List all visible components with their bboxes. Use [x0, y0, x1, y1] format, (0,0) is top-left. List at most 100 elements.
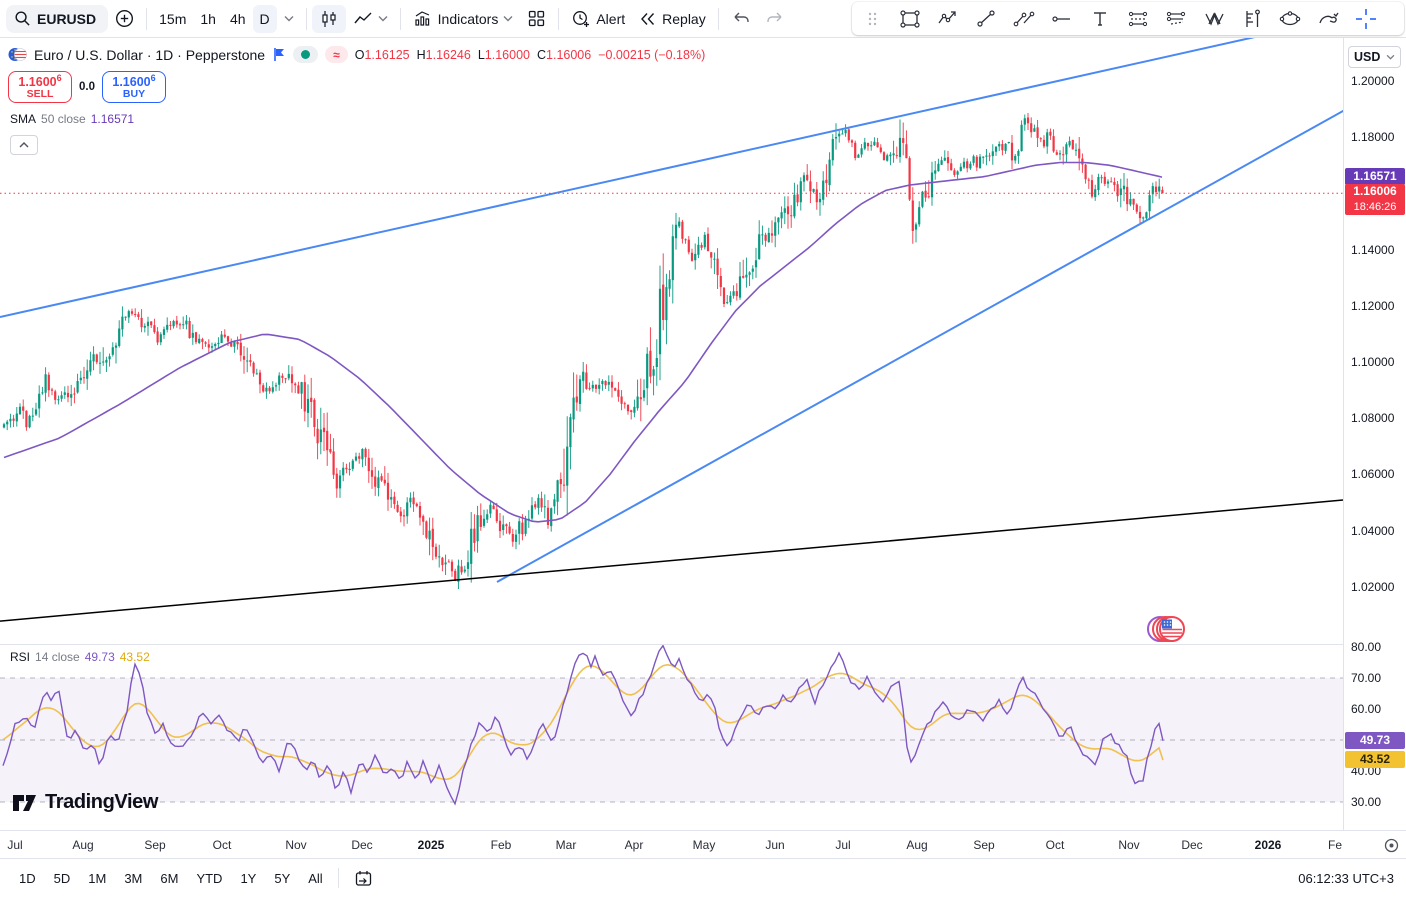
- toolbar-separator: [305, 7, 307, 30]
- goto-date-button[interactable]: [347, 866, 380, 891]
- compare-add-button[interactable]: [108, 5, 141, 33]
- chart-style-candles-button[interactable]: [311, 4, 346, 33]
- change-value: −0.00215 (−0.18%): [598, 47, 706, 62]
- search-icon: [15, 11, 30, 26]
- range-button-3m[interactable]: 3M: [124, 870, 143, 886]
- line-tools-style-button[interactable]: [346, 5, 395, 33]
- tool-brush[interactable]: [1312, 5, 1344, 33]
- time-tick: Fe: [1327, 838, 1343, 852]
- timeframe-menu-button[interactable]: [277, 5, 301, 33]
- symbol-title[interactable]: Euro / U.S. Dollar · 1D · Pepperstone: [34, 46, 266, 63]
- tool-crosshair[interactable]: [1350, 5, 1382, 33]
- rsi-value-badge: 49.73: [1345, 731, 1405, 749]
- time-tick: Jul: [835, 838, 851, 852]
- high-value: 1.16246: [425, 47, 471, 62]
- ohlc-values: O1.16125 H1.16246 L1.16000 C1.16006 −0.0…: [354, 47, 706, 62]
- pane-separator[interactable]: [0, 644, 1406, 645]
- time-tick: Nov: [285, 838, 307, 852]
- sell-button[interactable]: 1.16006 SELL: [8, 71, 72, 103]
- tool-fib-channel[interactable]: [1160, 5, 1192, 33]
- rsi-tick: 80.00: [1351, 640, 1382, 654]
- chart-area[interactable]: Euro / U.S. Dollar · 1D · Pepperstone ≈ …: [0, 38, 1406, 858]
- collapse-panel-button[interactable]: [10, 135, 38, 155]
- approx-icon: ≈: [333, 47, 340, 62]
- chevron-down-icon: [503, 16, 513, 22]
- chevron-up-icon: [19, 142, 29, 148]
- buy-button[interactable]: 1.16006 BUY: [102, 71, 166, 103]
- range-button-1m[interactable]: 1M: [88, 870, 107, 886]
- tool-trend-line[interactable]: [970, 5, 1002, 33]
- range-button-all[interactable]: All: [308, 870, 323, 886]
- timeframe-4h[interactable]: 4h: [229, 10, 246, 27]
- layout-grid-button[interactable]: [520, 5, 553, 33]
- rsi-legend[interactable]: RSI 14 close 49.73 43.52: [10, 650, 150, 664]
- trend-line-icon: [977, 9, 995, 27]
- support-line: [0, 499, 1343, 622]
- price-tick: 1.18000: [1351, 130, 1395, 145]
- timezone-settings-icon[interactable]: [1383, 837, 1400, 854]
- tradingview-logo[interactable]: TradingView: [12, 791, 158, 814]
- drag-handle[interactable]: [856, 5, 888, 33]
- pair-watermark-logo: [1146, 612, 1192, 646]
- candles: [0, 38, 1343, 622]
- eurusd-pair-icon: [8, 48, 27, 61]
- range-button-5d[interactable]: 5D: [53, 870, 71, 886]
- time-tick: Aug: [906, 838, 928, 852]
- fib-retracement-icon: [1128, 11, 1148, 26]
- channel-lower: [496, 109, 1343, 583]
- market-open-dot-icon: [301, 50, 311, 59]
- tool-xabcd-pattern[interactable]: [1198, 5, 1230, 33]
- range-button-6m[interactable]: 6M: [160, 870, 179, 886]
- timeframe-1h[interactable]: 1h: [200, 10, 216, 27]
- range-button-ytd[interactable]: YTD: [196, 870, 223, 886]
- timeframe-1d[interactable]: D: [252, 4, 277, 33]
- price-axis[interactable]: USD 1.20000 1.18000 1.14000 1.12000 1.10000 1…: [1343, 38, 1406, 830]
- price-tick: 1.04000: [1351, 523, 1395, 538]
- redo-icon: [767, 12, 782, 22]
- indicators-button[interactable]: Indicators: [406, 5, 521, 33]
- alert-button[interactable]: Alert: [564, 5, 632, 33]
- time-tick: 2025: [417, 838, 445, 852]
- open-value: 1.16125: [364, 47, 410, 62]
- market-status-pill[interactable]: [293, 46, 319, 63]
- price-and-rsi-panes[interactable]: [0, 38, 1343, 830]
- replay-button[interactable]: Replay: [632, 5, 713, 33]
- low-value: 1.16000: [484, 47, 530, 62]
- tool-fib-retracement[interactable]: [1122, 5, 1154, 33]
- tool-ellipse[interactable]: [1274, 5, 1306, 33]
- crosshair-icon: [1356, 8, 1376, 29]
- alert-clock-icon: [573, 10, 590, 27]
- symbol-search-button[interactable]: EURUSD: [6, 4, 109, 33]
- tool-horizontal-ray[interactable]: [1046, 5, 1078, 33]
- range-button-1d[interactable]: 1D: [19, 870, 36, 886]
- timeframe-15m[interactable]: 15m: [159, 10, 187, 27]
- tool-trend-pattern[interactable]: [932, 5, 964, 33]
- time-axis[interactable]: Jul Aug Sep Oct Nov Dec 2025 Feb Mar Apr May Jun Jul…: [0, 830, 1406, 858]
- delayed-data-pill[interactable]: ≈: [325, 46, 348, 63]
- time-tick: Oct: [1045, 838, 1065, 852]
- rsi-tick: 70.00: [1351, 671, 1382, 685]
- sma-legend[interactable]: SMA 50 close 1.16571: [10, 112, 135, 126]
- flag-icon[interactable]: [272, 47, 286, 62]
- price-tick: 1.20000: [1351, 74, 1395, 88]
- rsi-ma-line: [2, 663, 1164, 781]
- toolbar-separator: [146, 7, 148, 30]
- tool-disjoint-channel[interactable]: [1008, 5, 1040, 33]
- range-button-5y[interactable]: 5Y: [274, 870, 291, 886]
- range-button-1y[interactable]: 1Y: [240, 870, 257, 886]
- tool-selection-rectangle[interactable]: [894, 5, 926, 33]
- redo-button[interactable]: [758, 5, 792, 33]
- price-tick: 1.14000: [1351, 242, 1395, 257]
- tool-text[interactable]: [1084, 5, 1116, 33]
- chevron-down-icon: [1386, 54, 1395, 60]
- fib-channel-icon: [1166, 11, 1186, 25]
- undo-button[interactable]: [724, 5, 758, 33]
- server-clock[interactable]: 06:12:33 UTC+3: [1298, 870, 1394, 886]
- time-tick: Dec: [1181, 838, 1203, 852]
- time-tick: Oct: [212, 838, 232, 852]
- disjoint-channel-icon: [1013, 11, 1035, 26]
- symbol-legend: Euro / U.S. Dollar · 1D · Pepperstone ≈ …: [8, 45, 705, 64]
- close-value: 1.16006: [546, 47, 592, 62]
- currency-dropdown[interactable]: USD: [1348, 46, 1401, 68]
- tool-forecast-position[interactable]: [1236, 5, 1268, 33]
